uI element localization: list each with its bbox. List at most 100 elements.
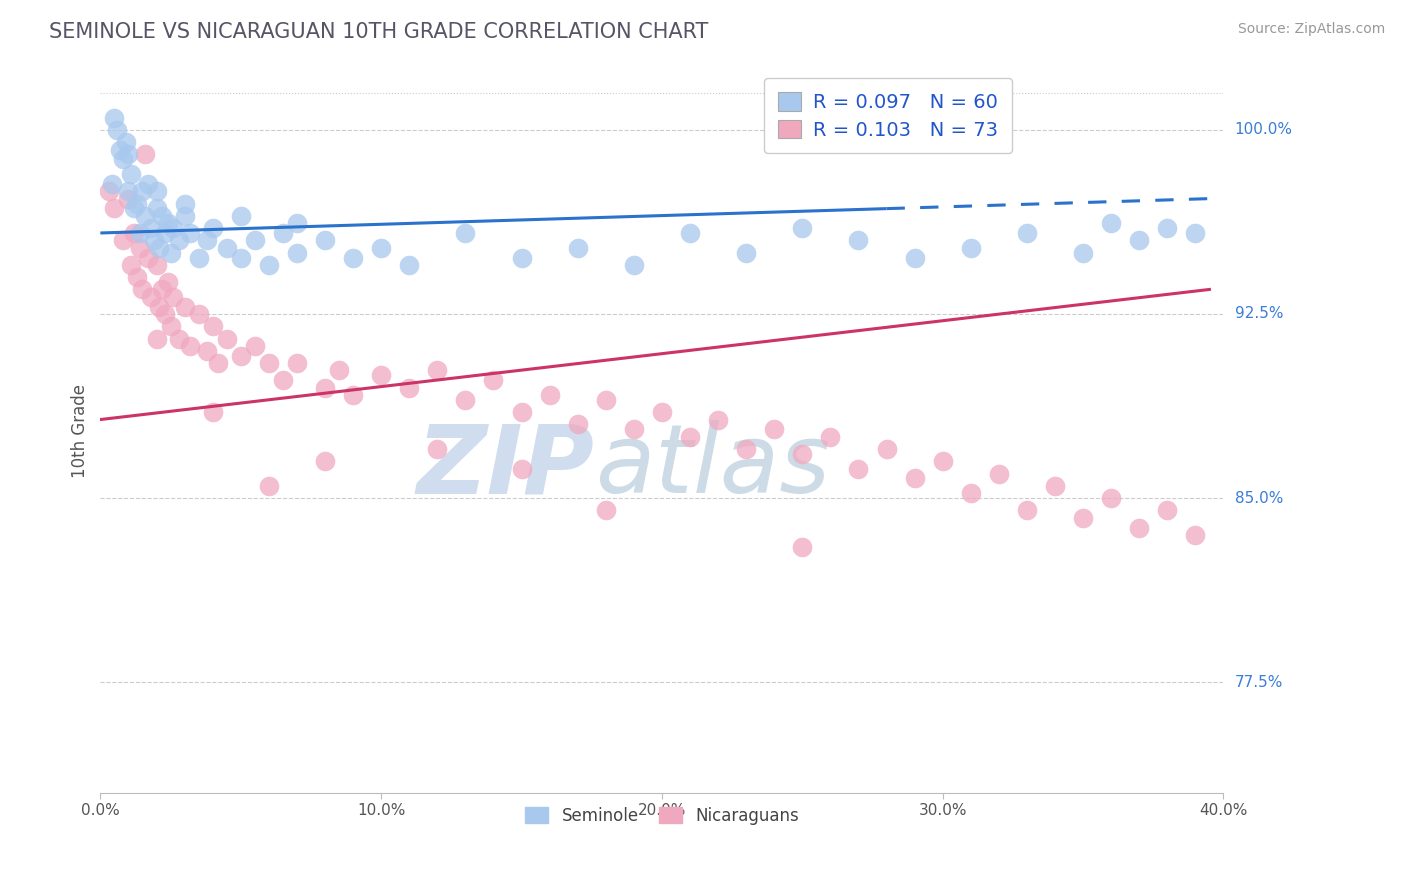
Point <box>145 202 167 216</box>
Point <box>792 447 814 461</box>
Point <box>142 233 165 247</box>
Point <box>122 226 145 240</box>
Point <box>103 202 125 216</box>
Point <box>111 153 134 167</box>
Point <box>763 422 786 436</box>
Point <box>314 454 336 468</box>
Text: 92.5%: 92.5% <box>1234 307 1284 321</box>
Point <box>201 405 224 419</box>
Point <box>595 392 617 407</box>
Point <box>257 356 280 370</box>
Point <box>195 343 218 358</box>
Point <box>987 467 1010 481</box>
Point <box>156 275 179 289</box>
Point <box>426 442 449 456</box>
Point <box>134 147 156 161</box>
Point <box>139 221 162 235</box>
Point <box>285 245 308 260</box>
Point <box>128 226 150 240</box>
Point <box>136 251 159 265</box>
Point <box>173 209 195 223</box>
Point <box>679 430 702 444</box>
Point <box>314 381 336 395</box>
Point <box>1071 245 1094 260</box>
Point <box>1071 510 1094 524</box>
Point <box>285 216 308 230</box>
Point <box>167 233 190 247</box>
Point <box>243 339 266 353</box>
Point <box>595 503 617 517</box>
Text: ZIP: ZIP <box>416 420 595 513</box>
Point <box>229 251 252 265</box>
Point <box>120 167 142 181</box>
Text: Source: ZipAtlas.com: Source: ZipAtlas.com <box>1237 22 1385 37</box>
Text: atlas: atlas <box>595 420 830 513</box>
Point <box>623 258 645 272</box>
Point <box>100 177 122 191</box>
Point <box>153 226 176 240</box>
Point <box>931 454 953 468</box>
Point <box>426 363 449 377</box>
Point <box>510 251 533 265</box>
Point <box>271 226 294 240</box>
Y-axis label: 10th Grade: 10th Grade <box>72 384 89 477</box>
Point <box>370 241 392 255</box>
Point <box>159 245 181 260</box>
Point <box>215 241 238 255</box>
Point <box>207 356 229 370</box>
Text: 77.5%: 77.5% <box>1234 674 1282 690</box>
Point <box>904 471 927 485</box>
Point <box>257 479 280 493</box>
Point <box>1184 528 1206 542</box>
Point <box>148 300 170 314</box>
Point <box>510 405 533 419</box>
Point <box>454 392 477 407</box>
Point <box>148 241 170 255</box>
Point <box>454 226 477 240</box>
Point <box>187 307 209 321</box>
Point <box>848 461 870 475</box>
Point <box>651 405 673 419</box>
Point <box>117 184 139 198</box>
Point <box>156 216 179 230</box>
Point <box>342 388 364 402</box>
Point <box>150 209 173 223</box>
Point <box>139 290 162 304</box>
Point <box>103 111 125 125</box>
Point <box>271 373 294 387</box>
Point <box>201 319 224 334</box>
Point <box>97 184 120 198</box>
Point <box>679 226 702 240</box>
Point <box>1128 520 1150 534</box>
Point <box>150 282 173 296</box>
Point <box>328 363 350 377</box>
Point <box>173 300 195 314</box>
Point <box>370 368 392 383</box>
Point <box>162 290 184 304</box>
Point <box>187 251 209 265</box>
Point <box>538 388 561 402</box>
Point <box>114 135 136 149</box>
Point <box>1015 226 1038 240</box>
Point <box>136 177 159 191</box>
Point <box>229 209 252 223</box>
Point <box>195 233 218 247</box>
Point <box>134 209 156 223</box>
Point <box>167 332 190 346</box>
Point <box>179 339 201 353</box>
Point <box>342 251 364 265</box>
Point <box>145 258 167 272</box>
Point <box>125 196 148 211</box>
Point <box>1128 233 1150 247</box>
Point <box>111 233 134 247</box>
Point <box>159 319 181 334</box>
Point <box>105 123 128 137</box>
Point <box>959 486 981 500</box>
Point <box>125 270 148 285</box>
Point <box>904 251 927 265</box>
Legend: Seminole, Nicaraguans: Seminole, Nicaraguans <box>515 797 808 835</box>
Point <box>848 233 870 247</box>
Point <box>1184 226 1206 240</box>
Point <box>215 332 238 346</box>
Point <box>173 196 195 211</box>
